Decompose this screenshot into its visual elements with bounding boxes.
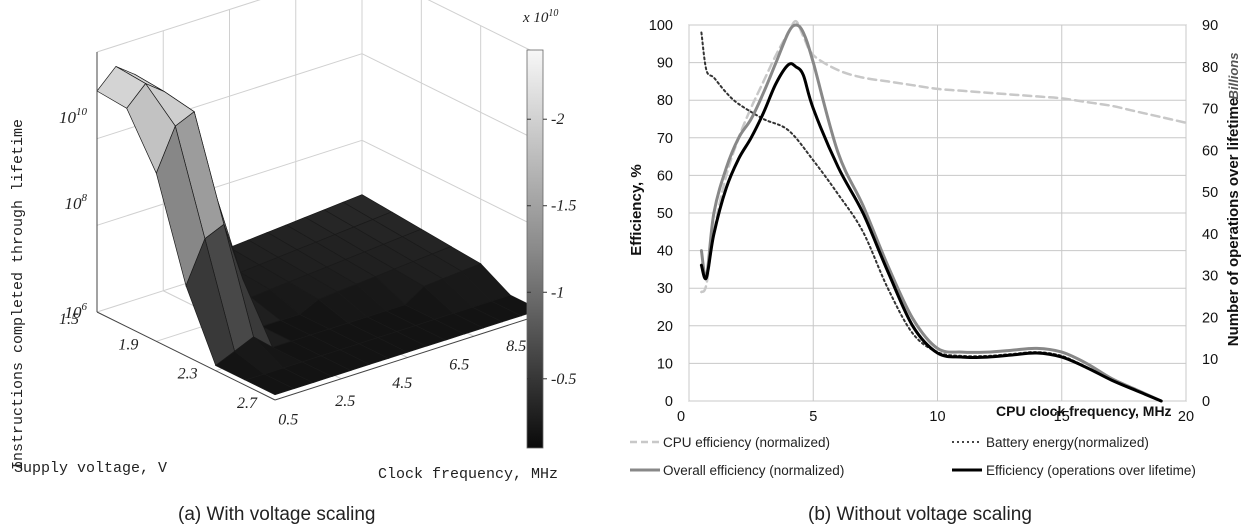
panel-b-x-ticks: 5 10 15 0 20	[677, 409, 1194, 425]
x-tick-label: 5	[809, 409, 817, 425]
left-tick-label: 10	[657, 356, 673, 372]
y-axis-line	[96, 311, 276, 401]
x-tick-label: 6.5	[449, 356, 469, 373]
panel-b-y-axis-label: Efficiency, %	[628, 164, 645, 255]
panel-b-grid	[688, 24, 1187, 402]
right-tick-label: 10	[1202, 352, 1218, 368]
left-tick-label: 50	[657, 206, 673, 222]
grid-line-side-h-2	[361, 53, 541, 143]
left-tick-label: 60	[657, 168, 673, 184]
z-tick-label: 1010	[59, 106, 88, 127]
panel-a-colorbar-ticks: -2 -1.5 -1 -0.5	[527, 111, 576, 388]
right-tick-label: 70	[1202, 102, 1218, 118]
legend-entry-operations-over-lifetime: Efficiency (operations over lifetime)	[952, 463, 1196, 478]
panel-a-y-ticks: 1.5 1.9 2.3 2.7	[59, 311, 258, 412]
legend-entry-overall-efficiency: Overall efficiency (normalized)	[630, 463, 844, 478]
panel-b-series	[699, 19, 1188, 403]
left-tick-label: 0	[665, 394, 673, 410]
x-axis-line	[274, 314, 541, 401]
right-tick-label: 90	[1202, 18, 1218, 34]
x-tick-label: 2.5	[335, 393, 355, 410]
svg-text:Battery energy(normalized): Battery energy(normalized)	[986, 435, 1149, 450]
surface-patch	[244, 373, 295, 396]
x-tick-label: 4.5	[392, 375, 412, 392]
colorbar-tick-label: -2	[551, 111, 564, 128]
y-tick-label: 1.5	[59, 311, 79, 328]
z-tick-label: 106	[65, 301, 88, 322]
left-tick-label: 40	[657, 244, 673, 260]
panel-a-axes	[96, 52, 541, 401]
y-tick-label: 2.3	[178, 366, 198, 383]
right-tick-label: 0	[1202, 394, 1210, 410]
right-tick-label: 50	[1202, 185, 1218, 201]
colorbar-tick-label: -1	[551, 284, 564, 301]
panel-b-x-axis-label: CPU clock frequency, MHz	[996, 403, 1172, 419]
x-tick-label: 15	[1054, 409, 1070, 425]
grid-line-side-h-3	[427, 0, 541, 56]
z-tick-label: 108	[65, 192, 88, 213]
panel-a-z-ticks: 1010 108 106	[59, 106, 88, 322]
right-tick-label: 20	[1202, 310, 1218, 326]
series-operations-over-lifetime	[699, 62, 1163, 403]
x-tick-label: 0.5	[278, 411, 298, 428]
right-tick-label: 30	[1202, 269, 1218, 285]
panel-b-caption: (b) Without voltage scaling	[808, 504, 1032, 525]
panel-a-y-axis-label: Supply voltage, V	[14, 460, 167, 477]
panel-a-x-axis-label: Clock frequency, MHz	[378, 466, 558, 483]
left-tick-label: 100	[649, 18, 673, 34]
right-tick-label: 40	[1202, 227, 1218, 243]
series-cpu-efficiency	[700, 19, 1188, 294]
x-tick-label: 8.5	[506, 338, 526, 355]
svg-text:Efficiency (operations over li: Efficiency (operations over lifetime)	[986, 463, 1196, 478]
right-tick-label: 80	[1202, 60, 1218, 76]
panel-b-y2-axis-label: Number of operations over lifetime	[1225, 98, 1242, 346]
left-tick-label: 80	[657, 93, 673, 109]
y-tick-label: 1.9	[118, 336, 138, 353]
left-tick-label: 20	[657, 319, 673, 335]
panel-a-colorbar-exponent: x 1010	[522, 8, 558, 26]
x-tick-label: 0	[677, 409, 685, 425]
svg-text:Overall efficiency (normalized: Overall efficiency (normalized)	[663, 463, 844, 478]
grid-line-side-h-1	[361, 139, 541, 229]
legend-entry-battery-energy: Battery energy(normalized)	[952, 435, 1149, 450]
colorbar-tick-label: -0.5	[551, 371, 576, 388]
panel-a-colorbar	[526, 49, 544, 449]
panel-b-right-ticks: 0 10 20 30 40 50 60 70 80 90	[1202, 18, 1218, 410]
left-tick-label: 70	[657, 131, 673, 147]
right-tick-label: 60	[1202, 143, 1218, 159]
series-overall-efficiency	[699, 23, 1163, 403]
panel-a-colorbar-exponent-base: x 10	[522, 10, 549, 26]
colorbar-tick-label: -1.5	[551, 198, 576, 215]
y-tick-label: 2.7	[237, 395, 258, 412]
left-tick-label: 30	[657, 281, 673, 297]
panel-b-y2-unit-label: Billions	[1226, 53, 1241, 100]
panel-a-caption: (a) With voltage scaling	[178, 504, 375, 525]
legend-entry-cpu-efficiency: CPU efficiency (normalized)	[630, 435, 830, 450]
x-tick-label: 20	[1178, 409, 1194, 425]
left-tick-label: 90	[657, 56, 673, 72]
panel-a-z-axis-label: Instructions completed through lifetime	[10, 119, 27, 470]
panel-a-x-ticks: 0.5 2.5 4.5 6.5 8.5	[278, 338, 526, 428]
panel-b-left-ticks: 0 10 20 30 40 50 60 70 80 90 100	[649, 18, 673, 410]
panel-a-surface	[96, 65, 541, 396]
series-battery-energy	[700, 31, 1163, 402]
panel-a-colorbar-exponent-power: 10	[548, 8, 558, 19]
svg-text:CPU efficiency (normalized): CPU efficiency (normalized)	[663, 435, 830, 450]
x-tick-label: 10	[929, 409, 945, 425]
panel-b-legend: CPU efficiency (normalized) Battery ener…	[630, 435, 1196, 478]
